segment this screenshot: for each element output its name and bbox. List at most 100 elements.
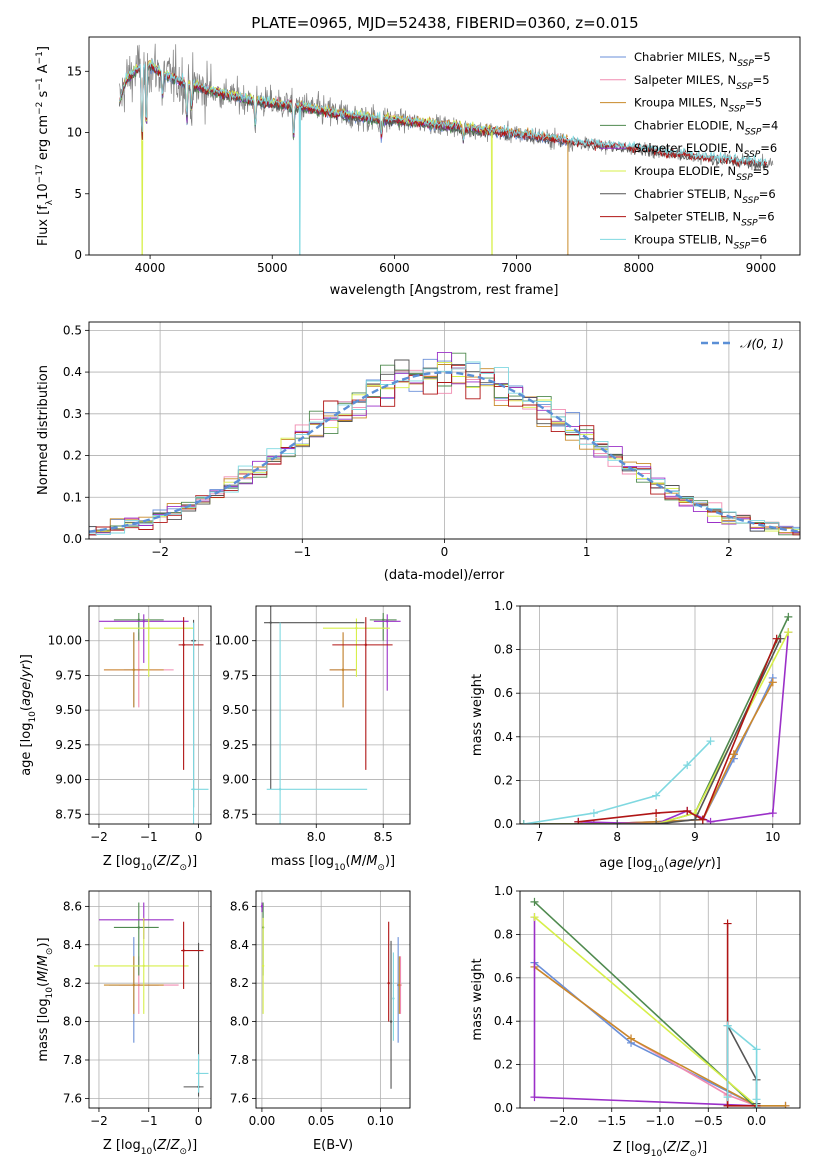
legend-label-part: SSP bbox=[741, 219, 758, 229]
plot-area bbox=[530, 897, 790, 1108]
y-tick-label: 8.0 bbox=[230, 1015, 249, 1029]
plus-marker bbox=[698, 815, 707, 824]
x-axis-label-part: Z bbox=[156, 1138, 167, 1153]
legend-label-part: SSP bbox=[737, 59, 754, 69]
y-tick-label: 0.2 bbox=[63, 449, 82, 463]
x-axis-label-part: 10 bbox=[651, 1149, 663, 1159]
plus-marker bbox=[772, 634, 781, 643]
plus-marker bbox=[723, 1021, 732, 1030]
point-marker bbox=[364, 643, 368, 647]
y-tick-label: 7.6 bbox=[63, 1091, 82, 1105]
x-axis-label-part: yr bbox=[697, 856, 713, 871]
y-tick-label: 9.50 bbox=[222, 703, 249, 717]
x-axis-label-part: age [log bbox=[599, 856, 652, 871]
legend-label-part: =5 bbox=[745, 96, 762, 110]
x-tick-label: 0.0 bbox=[747, 1114, 766, 1128]
plot-area bbox=[520, 612, 793, 824]
plus-marker bbox=[530, 897, 539, 906]
point-marker bbox=[137, 926, 140, 929]
x-tick-label: 0.05 bbox=[308, 1114, 335, 1128]
x-axis-label: Z [log10(Z/Z⊙)] bbox=[613, 1140, 707, 1159]
y-tick-label: 9.25 bbox=[55, 738, 82, 752]
plot-area bbox=[264, 606, 401, 824]
x-axis-label-part: Z [log bbox=[103, 1138, 141, 1153]
legend-label-part: SSP bbox=[742, 196, 759, 206]
plus-marker bbox=[768, 809, 777, 818]
histogram-line bbox=[89, 351, 800, 536]
y-axis-label-part: −1 bbox=[35, 77, 45, 90]
y-tick-label: 0.4 bbox=[494, 730, 513, 744]
x-axis-label-part: ( bbox=[346, 854, 351, 869]
x-axis-label-part: / bbox=[693, 856, 698, 871]
x-tick-label: −2 bbox=[90, 1114, 108, 1128]
y-tick-label: 0.0 bbox=[494, 817, 513, 831]
y-tick-label: 0.4 bbox=[63, 365, 82, 379]
series-line bbox=[523, 638, 782, 824]
x-axis-label-part: ( bbox=[152, 1138, 157, 1153]
legend-label: 𝒩(0, 1) bbox=[740, 337, 784, 351]
x-tick-label: −1.0 bbox=[645, 1114, 674, 1128]
y-axis-label-part: −2 bbox=[35, 102, 45, 115]
x-axis-label-part: age bbox=[669, 856, 693, 871]
x-axis-label-part: Z bbox=[170, 854, 181, 869]
y-tick-label: 7.8 bbox=[230, 1053, 249, 1067]
x-tick-label: 0 bbox=[195, 1114, 203, 1128]
y-tick-label: 9.25 bbox=[222, 738, 249, 752]
chart-mass_vs_Z: −2 −1 07.67.88.08.28.48.6Z [log10(Z/Z⊙)]ma… bbox=[36, 890, 212, 1157]
y-tick-label: 10.00 bbox=[215, 634, 249, 648]
y-axis-label-part: −17 bbox=[35, 164, 45, 183]
x-axis-label-part: ⊙ bbox=[179, 1147, 187, 1157]
point-marker bbox=[269, 621, 272, 624]
plus-marker bbox=[627, 1034, 636, 1043]
series-line bbox=[726, 923, 757, 1107]
y-tick-label: 0.1 bbox=[63, 490, 82, 504]
x-axis-label-part: ( bbox=[152, 854, 157, 869]
x-tick-label: −1.5 bbox=[597, 1114, 626, 1128]
point-marker bbox=[147, 627, 150, 630]
plus-marker bbox=[530, 1093, 539, 1102]
x-axis-label-part: ⊙ bbox=[689, 1149, 697, 1159]
axes-frame bbox=[255, 605, 411, 825]
y-tick-label: 7.8 bbox=[63, 1053, 82, 1067]
x-axis-label-part: Z [log bbox=[103, 854, 141, 869]
plus-marker bbox=[613, 820, 622, 824]
y-tick-label: 0.2 bbox=[494, 773, 513, 787]
point-marker bbox=[142, 964, 145, 968]
legend-label-part: SSP bbox=[745, 127, 762, 137]
plus-marker bbox=[691, 815, 699, 824]
model-line bbox=[119, 63, 768, 170]
legend-label-part: Salpeter STELIB, N bbox=[634, 210, 741, 224]
plus-marker bbox=[729, 750, 738, 759]
y-tick-label: 9.00 bbox=[55, 773, 82, 787]
axes-frame bbox=[88, 36, 801, 256]
legend-label-part: SSP bbox=[734, 241, 751, 251]
plus-marker bbox=[784, 628, 793, 637]
point-marker bbox=[132, 983, 136, 987]
x-axis-label-part: / bbox=[166, 1138, 171, 1153]
x-axis-label-part: ( bbox=[664, 856, 669, 871]
plus-marker bbox=[706, 817, 715, 824]
y-axis-label-part: 10 bbox=[28, 711, 38, 723]
y-axis-label-part: erg cm bbox=[36, 115, 51, 164]
y-tick-label: 0 bbox=[74, 248, 82, 262]
x-tick-label: 10 bbox=[765, 830, 780, 844]
x-tick-label: 8.5 bbox=[374, 830, 393, 844]
series-line bbox=[578, 632, 790, 824]
y-tick-label: 8.6 bbox=[63, 899, 82, 913]
y-tick-label: 8.0 bbox=[63, 1015, 82, 1029]
y-axis-label-part: )] bbox=[36, 937, 51, 947]
legend-label: Kroupa ELODIE, NSSP=5 bbox=[634, 164, 770, 183]
series-line bbox=[523, 681, 774, 824]
x-axis-label-part: )] bbox=[187, 854, 197, 869]
y-axis-label-part: Flux [f bbox=[36, 205, 51, 246]
axes-frame bbox=[88, 890, 212, 1109]
point-marker bbox=[137, 618, 140, 622]
y-axis-label-part: s bbox=[36, 90, 51, 101]
x-tick-label: 0 bbox=[195, 830, 203, 844]
plus-marker bbox=[784, 612, 793, 621]
x-axis-label-part: mass [log bbox=[271, 854, 334, 869]
x-axis-label-part: )] bbox=[711, 856, 721, 871]
normal-curve bbox=[89, 371, 800, 533]
